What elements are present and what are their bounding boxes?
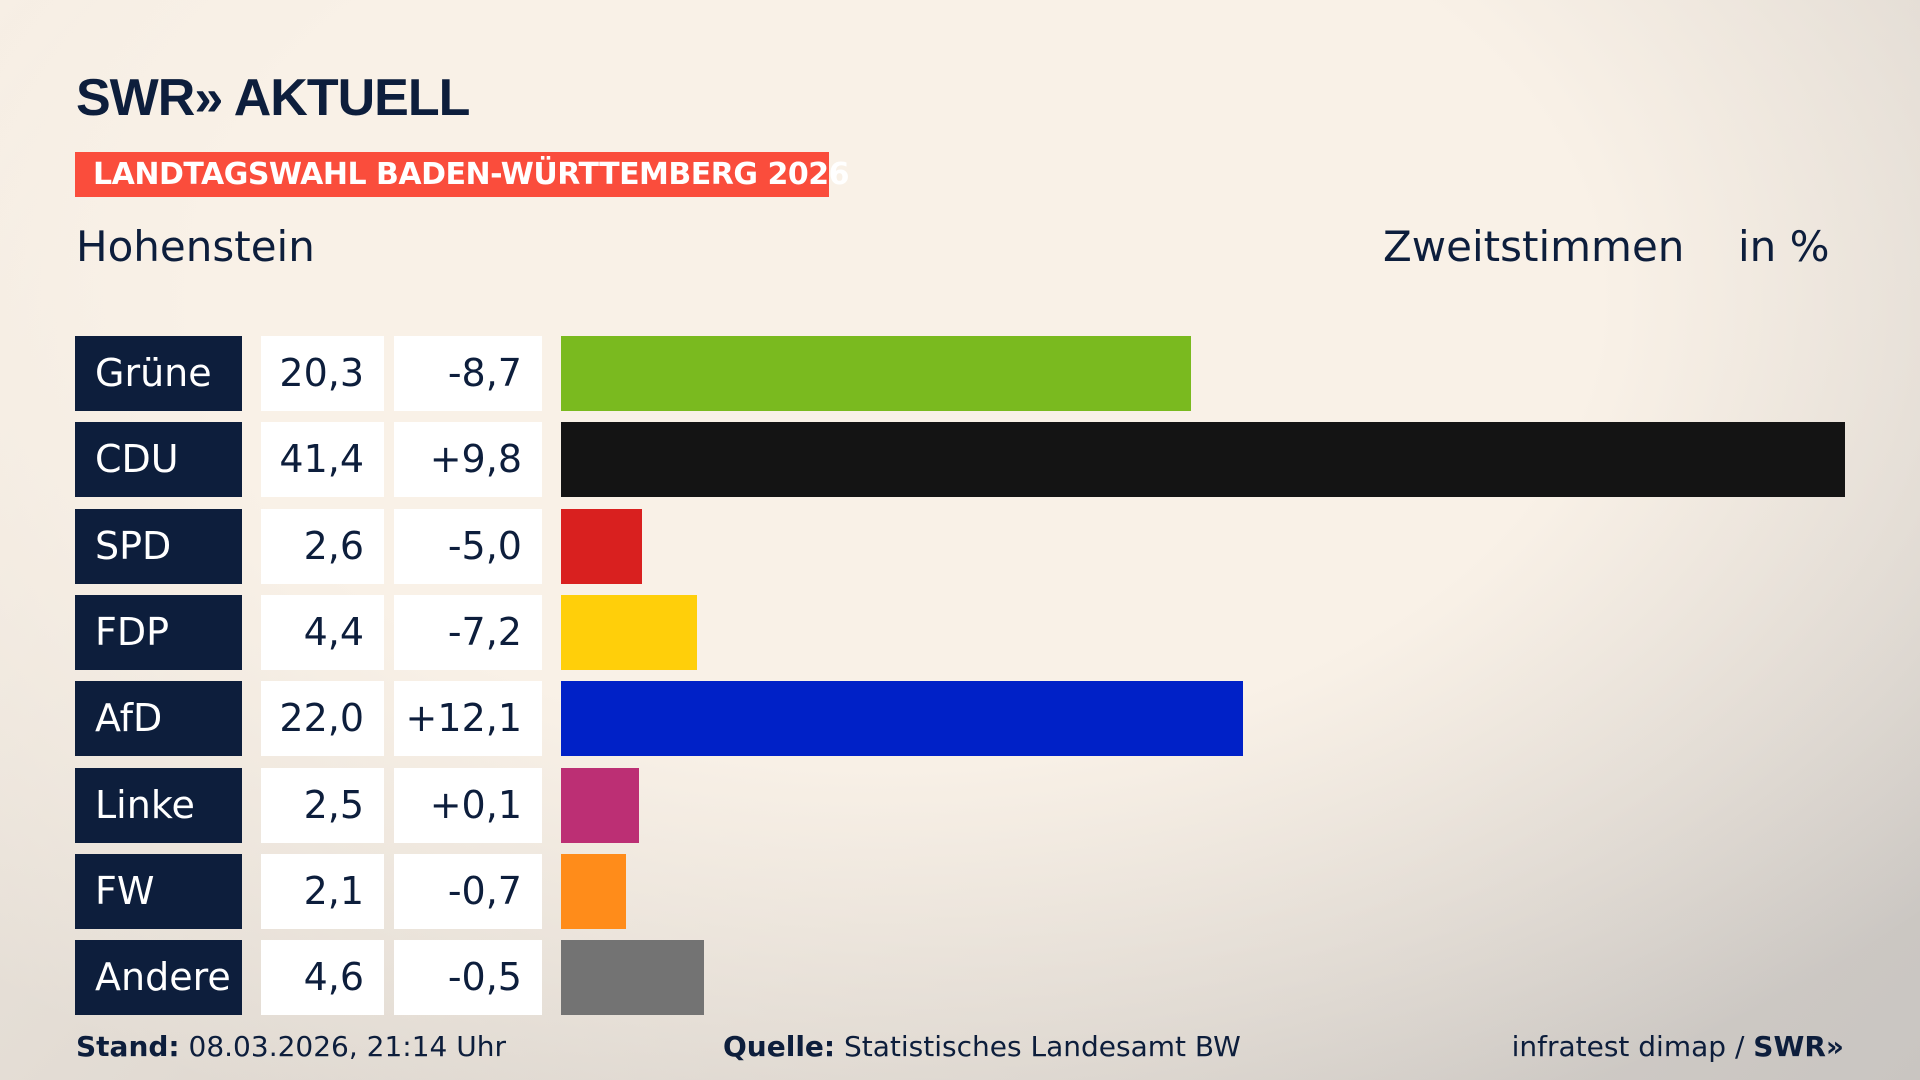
source-label: Quelle: bbox=[723, 1030, 836, 1063]
metric-label: Zweitstimmen bbox=[1383, 222, 1685, 271]
swr-logo: SWR» bbox=[1753, 1030, 1844, 1063]
bar-cdu bbox=[561, 422, 1845, 498]
unit-label: in % bbox=[1738, 222, 1830, 271]
value-label: 22,0 bbox=[261, 681, 384, 757]
value-label: 2,5 bbox=[261, 767, 384, 843]
swr-aktuell-logo: SWR» AKTUELL bbox=[76, 69, 470, 127]
stand-value: 08.03.2026, 21:14 Uhr bbox=[188, 1030, 506, 1063]
credit-text: infratest dimap / bbox=[1511, 1030, 1745, 1063]
change-label: -0,7 bbox=[394, 853, 542, 929]
credit: infratest dimap / SWR» bbox=[1512, 1030, 1844, 1063]
party-label: AfD bbox=[75, 681, 242, 757]
bar-andere bbox=[561, 940, 704, 1016]
value-label: 2,1 bbox=[261, 853, 384, 929]
value-label: 4,6 bbox=[261, 940, 384, 1016]
party-label: Grüne bbox=[75, 336, 242, 411]
bar-fdp bbox=[561, 594, 698, 670]
change-label: +0,1 bbox=[394, 767, 542, 843]
value-label: 2,6 bbox=[261, 508, 384, 584]
change-label: -0,5 bbox=[394, 940, 542, 1016]
change-label: -7,2 bbox=[394, 594, 542, 670]
bar-spd bbox=[561, 508, 642, 584]
change-label: +9,8 bbox=[394, 422, 542, 498]
party-label: Linke bbox=[75, 767, 242, 843]
change-label: -8,7 bbox=[394, 336, 542, 411]
bar-linke bbox=[561, 767, 639, 843]
stand-label: Stand: bbox=[76, 1030, 180, 1063]
bar-fw bbox=[561, 853, 627, 929]
value-label: 4,4 bbox=[261, 594, 384, 670]
party-label: SPD bbox=[75, 508, 242, 584]
source-value: Statistisches Landesamt BW bbox=[844, 1030, 1241, 1063]
party-label: FW bbox=[75, 853, 242, 929]
election-banner: LANDTAGSWAHL BADEN-WÜRTTEMBERG 2026 bbox=[75, 152, 849, 197]
value-label: 41,4 bbox=[261, 422, 384, 498]
party-label: Andere bbox=[75, 940, 242, 1016]
party-label: FDP bbox=[75, 594, 242, 670]
timestamp: Stand: 08.03.2026, 21:14 Uhr bbox=[76, 1030, 506, 1063]
value-label: 20,3 bbox=[261, 336, 384, 411]
bar-afd bbox=[561, 681, 1244, 757]
change-label: +12,1 bbox=[394, 681, 542, 757]
change-label: -5,0 bbox=[394, 508, 542, 584]
bar-grüne bbox=[561, 336, 1191, 411]
source: Quelle: Statistisches Landesamt BW bbox=[723, 1030, 1241, 1063]
region-title: Hohenstein bbox=[76, 222, 315, 271]
party-label: CDU bbox=[75, 422, 242, 498]
